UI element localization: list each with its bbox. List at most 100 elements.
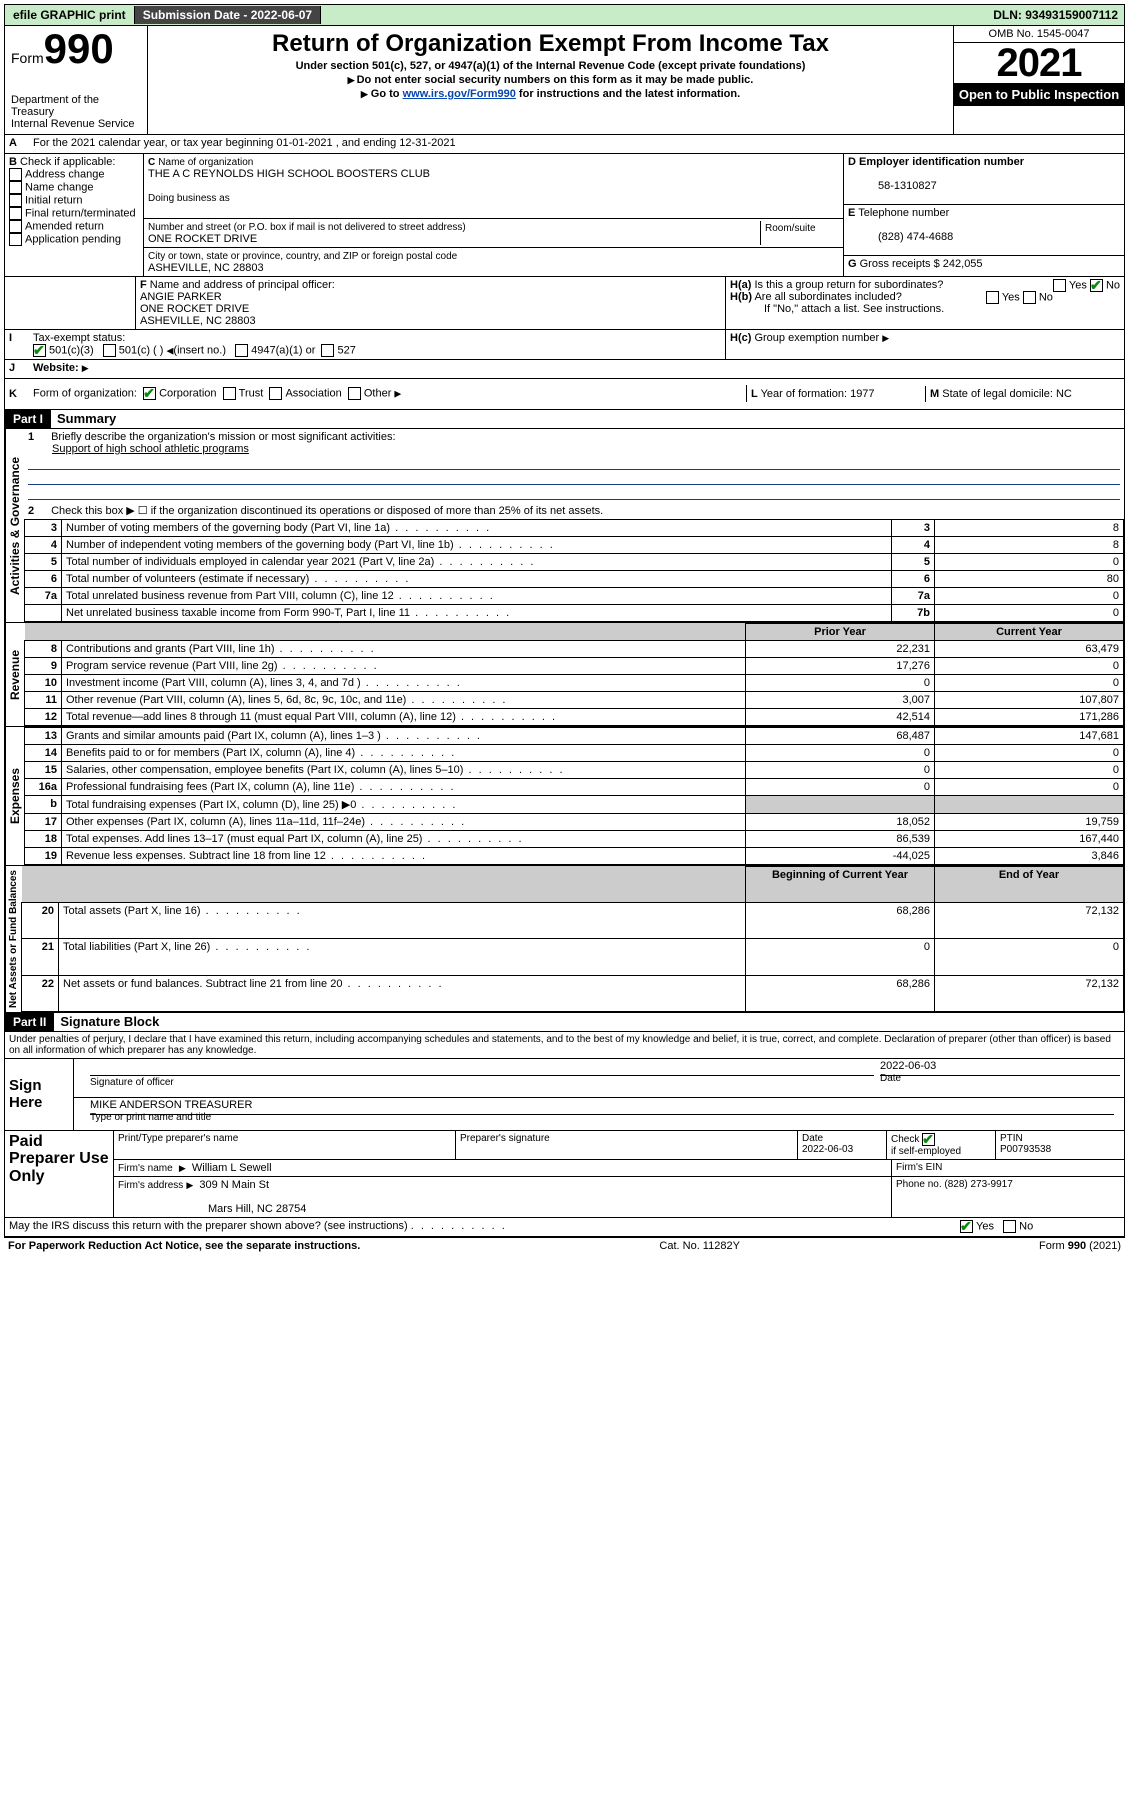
ha-yes-checkbox[interactable] (1053, 279, 1066, 292)
line-value: 0 (935, 553, 1124, 570)
line-desc: Total revenue—add lines 8 through 11 (mu… (62, 708, 746, 725)
form990-link[interactable]: www.irs.gov/Form990 (403, 88, 516, 100)
tax-year: 2021 (954, 43, 1124, 83)
footer-form-pre: Form (1039, 1240, 1068, 1252)
current-year-header: Current Year (935, 623, 1124, 640)
line-number: 20 (22, 903, 59, 939)
sig-officer-label: Signature of officer (90, 1077, 174, 1088)
discuss-yes-checkbox[interactable] (960, 1220, 973, 1233)
discuss-no-checkbox[interactable] (1003, 1220, 1016, 1233)
line-desc: Other revenue (Part VIII, column (A), li… (62, 691, 746, 708)
assoc-checkbox[interactable] (269, 387, 282, 400)
prep-date: 2022-06-03 (802, 1144, 853, 1155)
box-b-label: Check if applicable: (20, 156, 115, 168)
line-number: 21 (22, 939, 59, 975)
line-desc: Other expenses (Part IX, column (A), lin… (62, 813, 746, 830)
insert-no: (insert no.) (173, 344, 226, 356)
part1-title: Summary (51, 411, 116, 426)
row-fh: F Name and address of principal officer:… (4, 277, 1125, 330)
letter-b: B (9, 156, 17, 168)
trust-label: Trust (239, 388, 264, 400)
prior-value: 18,052 (746, 813, 935, 830)
ha-no: No (1106, 279, 1120, 291)
line-number: 12 (25, 708, 62, 725)
letter-i: I (5, 330, 29, 359)
prior-value: -44,025 (746, 847, 935, 864)
amended-checkbox[interactable] (9, 220, 22, 233)
curr-value: 0 (935, 778, 1124, 795)
527-checkbox[interactable] (321, 344, 334, 357)
revenue-table: Prior Year Current Year 8 Contributions … (24, 623, 1124, 726)
line-desc: Program service revenue (Part VIII, line… (62, 657, 746, 674)
self-emp-checkbox[interactable] (922, 1133, 935, 1146)
501c3-checkbox[interactable] (33, 344, 46, 357)
hb-yes-checkbox[interactable] (986, 291, 999, 304)
prior-value: 68,286 (746, 903, 935, 939)
line-number (25, 604, 62, 621)
phone-value: (828) 474-4688 (848, 231, 953, 243)
ha-no-checkbox[interactable] (1090, 279, 1103, 292)
prior-value: 17,276 (746, 657, 935, 674)
hb-note: If "No," attach a list. See instructions… (730, 303, 1120, 315)
501c-checkbox[interactable] (103, 344, 116, 357)
subtitle-2: Do not enter social security numbers on … (154, 74, 947, 86)
line-value: 8 (935, 536, 1124, 553)
name-change-checkbox[interactable] (9, 181, 22, 194)
letter-f: F (140, 279, 147, 291)
line-desc: Professional fundraising fees (Part IX, … (62, 778, 746, 795)
period-text: For the 2021 calendar year, or tax year … (29, 135, 1124, 153)
addr-label: Number and street (or P.O. box if mail i… (148, 222, 466, 233)
line-desc: Number of voting members of the governin… (62, 519, 892, 536)
dln-label: DLN: 93493159007112 (987, 6, 1124, 24)
footer-form-num: 990 (1068, 1240, 1086, 1252)
final-return-checkbox[interactable] (9, 207, 22, 220)
hb-no: No (1039, 291, 1053, 303)
line-desc: Net unrelated business taxable income fr… (62, 604, 892, 621)
form-org-label: Form of organization: (33, 388, 137, 400)
corp-checkbox[interactable] (143, 387, 156, 400)
discuss-yes: Yes (976, 1220, 994, 1232)
line-number: 5 (25, 553, 62, 570)
trust-checkbox[interactable] (223, 387, 236, 400)
row-j: J Website: ▶ (4, 360, 1125, 379)
line-desc: Number of independent voting members of … (62, 536, 892, 553)
perjury-text: Under penalties of perjury, I declare th… (4, 1032, 1125, 1059)
line-desc: Total liabilities (Part X, line 26) (59, 939, 746, 975)
other-checkbox[interactable] (348, 387, 361, 400)
discuss-row: May the IRS discuss this return with the… (4, 1218, 1125, 1237)
line-number: 6 (25, 570, 62, 587)
501c-label: 501(c) ( ) (119, 344, 164, 356)
form-header: Form990 Department of the Treasury Inter… (4, 26, 1125, 135)
line-box: 7a (892, 587, 935, 604)
app-pending-checkbox[interactable] (9, 233, 22, 246)
efile-tab[interactable]: efile GRAPHIC print (5, 6, 135, 24)
letter-c: C (148, 157, 155, 168)
line-value: 0 (935, 604, 1124, 621)
curr-value: 147,681 (935, 727, 1124, 744)
line2-text: Check this box ▶ ☐ if the organization d… (51, 505, 603, 517)
line-desc: Total assets (Part X, line 16) (59, 903, 746, 939)
letter-k: K (5, 386, 29, 402)
addr-change-checkbox[interactable] (9, 168, 22, 181)
sign-here-block: Sign Here Signature of officer 2022-06-0… (4, 1059, 1125, 1131)
curr-value: 0 (935, 657, 1124, 674)
4947-checkbox[interactable] (235, 344, 248, 357)
firm-name-label: Firm's name (118, 1163, 173, 1174)
firm-addr2: Mars Hill, NC 28754 (118, 1203, 306, 1215)
line-value: 80 (935, 570, 1124, 587)
line-number: 8 (25, 640, 62, 657)
submission-date-tab: Submission Date - 2022-06-07 (135, 6, 321, 24)
firm-addr-label: Firm's address (118, 1180, 183, 1191)
form-number: Form990 (11, 30, 141, 68)
hc-label: Group exemption number (754, 332, 879, 344)
vert-netassets: Net Assets or Fund Balances (5, 866, 21, 1012)
501c3-label: 501(c)(3) (49, 344, 94, 356)
page-footer: For Paperwork Reduction Act Notice, see … (4, 1237, 1125, 1254)
hb-no-checkbox[interactable] (1023, 291, 1036, 304)
row-klm: K Form of organization: Corporation Trus… (4, 379, 1125, 410)
line-number: 18 (25, 830, 62, 847)
line-box: 5 (892, 553, 935, 570)
initial-return-checkbox[interactable] (9, 194, 22, 207)
curr-value (935, 795, 1124, 813)
curr-value: 19,759 (935, 813, 1124, 830)
